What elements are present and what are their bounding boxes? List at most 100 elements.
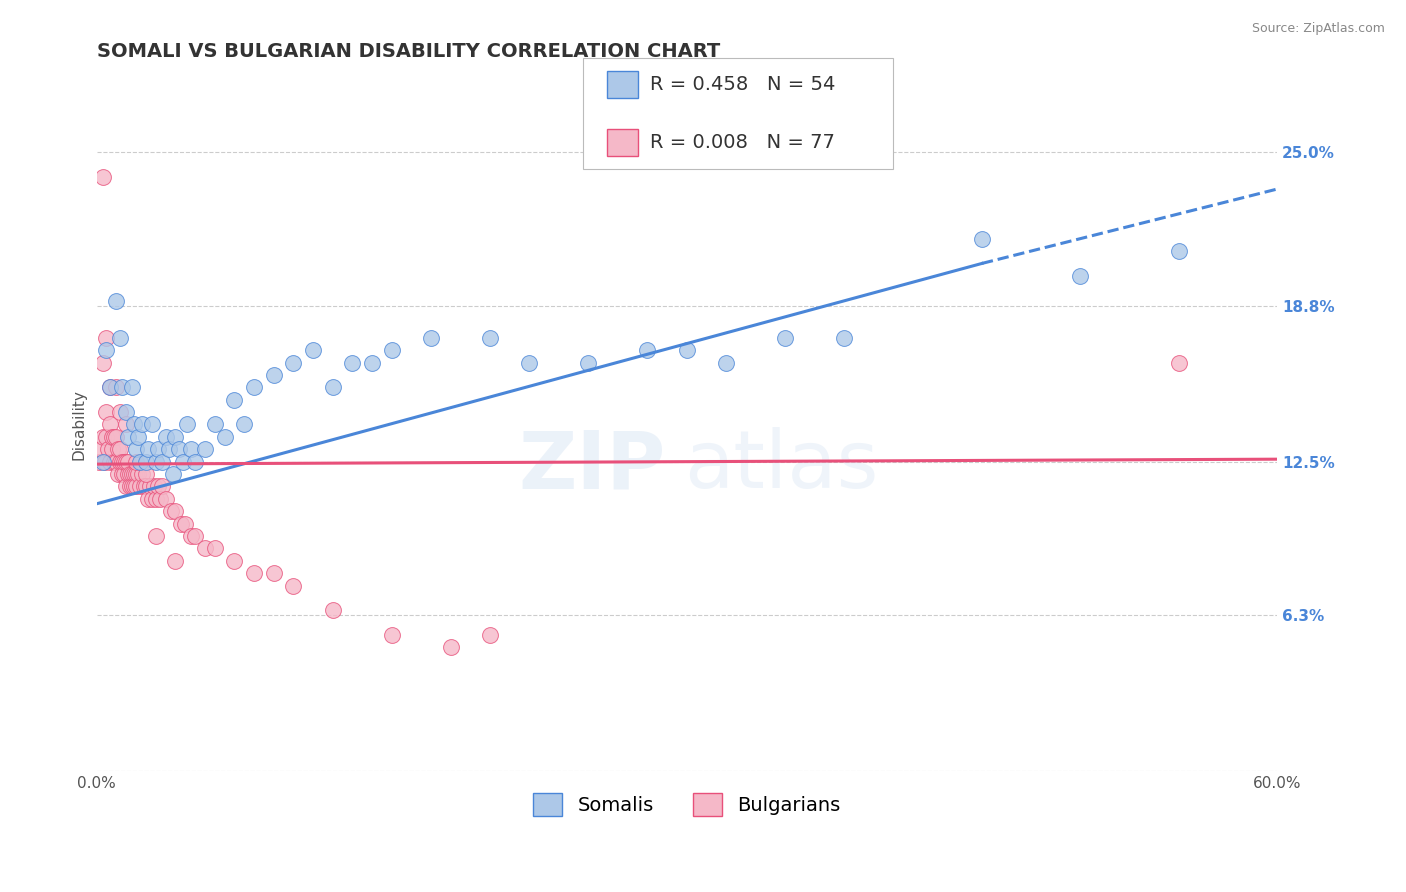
Point — [184, 455, 207, 469]
Point — [714, 355, 737, 369]
Point — [169, 442, 191, 457]
Point — [224, 392, 246, 407]
Point — [110, 331, 132, 345]
Point — [91, 355, 114, 369]
Point — [96, 405, 118, 419]
Point — [100, 455, 122, 469]
Point — [117, 455, 139, 469]
Point — [233, 417, 256, 432]
Point — [136, 442, 159, 457]
Point — [100, 380, 122, 394]
Point — [141, 417, 163, 432]
Point — [146, 479, 169, 493]
Point — [149, 491, 172, 506]
Point — [120, 467, 142, 481]
Point — [204, 417, 226, 432]
Point — [214, 430, 236, 444]
Text: R = 0.008   N = 77: R = 0.008 N = 77 — [650, 133, 834, 153]
Point — [105, 430, 128, 444]
Point — [110, 405, 132, 419]
Point — [111, 467, 134, 481]
Point — [1167, 244, 1189, 258]
Point — [479, 331, 502, 345]
Point — [165, 504, 187, 518]
Point — [135, 479, 157, 493]
Point — [93, 455, 115, 469]
Point — [184, 529, 207, 543]
Point — [145, 491, 167, 506]
Point — [115, 479, 138, 493]
Point — [121, 467, 143, 481]
Point — [112, 455, 135, 469]
Point — [117, 467, 139, 481]
Point — [105, 293, 128, 308]
Point — [1069, 268, 1091, 283]
Point — [519, 355, 541, 369]
Point — [135, 455, 157, 469]
Point — [111, 455, 134, 469]
Point — [127, 467, 149, 481]
Point — [91, 169, 114, 184]
Point — [115, 405, 138, 419]
Point — [112, 467, 135, 481]
Point — [174, 516, 197, 531]
Point — [165, 430, 187, 444]
Point — [111, 380, 134, 394]
Text: SOMALI VS BULGARIAN DISABILITY CORRELATION CHART: SOMALI VS BULGARIAN DISABILITY CORRELATI… — [97, 42, 720, 61]
Point — [129, 479, 152, 493]
Point — [100, 380, 122, 394]
Point — [107, 442, 129, 457]
Point — [578, 355, 600, 369]
Point — [970, 232, 993, 246]
Point — [125, 442, 148, 457]
Point — [121, 380, 143, 394]
Point — [135, 467, 157, 481]
Point — [159, 442, 181, 457]
Point — [91, 430, 114, 444]
Point — [127, 430, 149, 444]
Point — [204, 541, 226, 556]
Point — [146, 442, 169, 457]
Point — [479, 628, 502, 642]
Point — [121, 479, 143, 493]
Y-axis label: Disability: Disability — [72, 389, 86, 460]
Point — [122, 417, 145, 432]
Point — [125, 479, 148, 493]
Legend: Somalis, Bulgarians: Somalis, Bulgarians — [526, 785, 849, 824]
Point — [125, 467, 148, 481]
Point — [155, 491, 177, 506]
Point — [676, 343, 699, 358]
Text: ZIP: ZIP — [519, 427, 666, 505]
Text: atlas: atlas — [685, 427, 879, 505]
Point — [122, 467, 145, 481]
Point — [96, 430, 118, 444]
Point — [243, 380, 266, 394]
Point — [105, 455, 128, 469]
Point — [145, 529, 167, 543]
Point — [302, 343, 325, 358]
Point — [125, 455, 148, 469]
Point — [87, 455, 110, 469]
Point — [96, 331, 118, 345]
Point — [150, 455, 173, 469]
Point — [100, 417, 122, 432]
Point — [96, 343, 118, 358]
Point — [224, 554, 246, 568]
Point — [283, 355, 305, 369]
Point — [160, 504, 183, 518]
Point — [162, 467, 184, 481]
Point — [141, 491, 163, 506]
Point — [832, 331, 855, 345]
Point — [117, 430, 139, 444]
Point — [90, 442, 112, 457]
Point — [381, 343, 404, 358]
Point — [637, 343, 659, 358]
Point — [322, 380, 344, 394]
Text: R = 0.458   N = 54: R = 0.458 N = 54 — [650, 75, 835, 95]
Point — [773, 331, 796, 345]
Text: Source: ZipAtlas.com: Source: ZipAtlas.com — [1251, 22, 1385, 36]
Point — [115, 455, 138, 469]
Point — [101, 430, 124, 444]
Point — [180, 442, 202, 457]
Point — [194, 442, 217, 457]
